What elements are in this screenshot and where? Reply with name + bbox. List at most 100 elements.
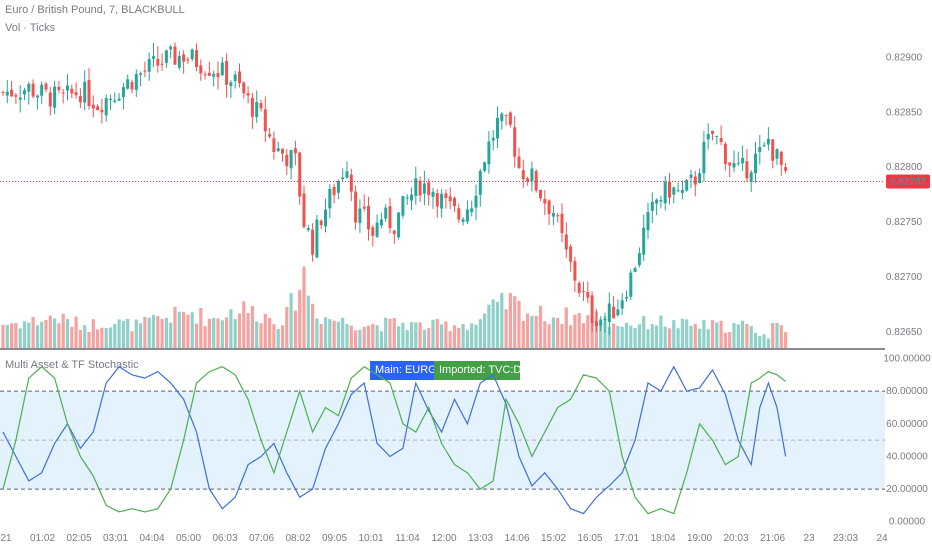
volume-bar — [57, 323, 61, 348]
candle-body — [427, 182, 431, 196]
volume-bar — [732, 322, 736, 348]
candle-body — [779, 151, 783, 165]
volume-bar — [151, 314, 156, 348]
time-tick-label: 08:02 — [285, 533, 310, 544]
volume-bar — [736, 324, 740, 348]
candle-body — [470, 208, 474, 213]
time-tick-label: 15:02 — [541, 533, 566, 544]
candle-body — [448, 196, 452, 202]
candle-body — [281, 148, 284, 154]
volume-bar — [581, 323, 586, 348]
volume-bar — [405, 330, 409, 348]
candle-body — [521, 170, 525, 180]
volume-bar — [48, 315, 52, 348]
candle-body — [298, 152, 302, 197]
candle-body — [18, 97, 22, 100]
candle-body — [659, 200, 663, 202]
candle-body — [556, 215, 560, 217]
candle-body — [66, 85, 69, 91]
candle-body — [676, 190, 680, 192]
candle-body — [332, 186, 336, 196]
volume-bar — [392, 318, 396, 348]
candle-body — [771, 139, 775, 161]
volume-bar — [246, 312, 250, 348]
volume-bar — [121, 320, 125, 348]
volume-bar — [775, 323, 779, 348]
time-tick-label: 01:02 — [30, 533, 55, 544]
candle-body — [784, 167, 788, 171]
time-tick-label: 11:04 — [395, 533, 420, 544]
time-tick-label: 02:05 — [66, 533, 91, 544]
volume-bar — [418, 322, 422, 348]
candle-body — [607, 303, 611, 322]
volume-bar — [470, 323, 474, 348]
candle-body — [246, 93, 250, 96]
volume-bar — [156, 316, 160, 348]
candle-body — [61, 92, 65, 94]
volume-bar — [332, 320, 336, 348]
stochastic-tick-label: 40.00000 — [886, 451, 928, 462]
candle-body — [440, 193, 444, 209]
volume-bar — [650, 324, 654, 348]
volume-bar — [100, 327, 104, 348]
stochastic-tick-label: 80.00000 — [886, 386, 928, 397]
volume-bar — [753, 333, 758, 348]
candle-body — [405, 197, 409, 199]
candle-body — [564, 234, 568, 250]
candle-body — [453, 197, 456, 206]
candle-body — [680, 190, 684, 193]
volume-bar — [91, 319, 95, 348]
volume-bar — [569, 325, 573, 348]
candle-body — [719, 137, 723, 142]
volume-bar — [444, 321, 448, 348]
volume-bar — [452, 325, 457, 348]
volume-bar — [186, 314, 190, 348]
candle-body — [754, 153, 757, 174]
candle-body — [375, 222, 379, 237]
volume-bar — [521, 320, 525, 348]
candle-body — [560, 213, 564, 234]
candle-body — [435, 193, 439, 207]
stochastic-tick-label: 60.00000 — [886, 419, 928, 430]
volume-bar — [237, 313, 242, 348]
price-tick-label: 0.82750 — [886, 217, 923, 228]
volume-bar — [362, 326, 366, 348]
series-line-tvc-dxy — [2, 365, 786, 515]
candle-body — [668, 181, 671, 198]
volume-bar — [440, 324, 444, 348]
candle-body — [177, 55, 181, 68]
candle-body — [508, 112, 512, 125]
candle-body — [749, 172, 753, 182]
volume-bar — [263, 313, 267, 348]
volume-bar — [500, 293, 504, 348]
volume-bar — [255, 321, 259, 348]
volume-bar — [190, 312, 194, 348]
volume-bar — [130, 331, 134, 348]
candle-body — [762, 144, 766, 146]
volume-bar — [203, 326, 207, 348]
candle-body — [250, 97, 254, 117]
volume-bar — [27, 322, 31, 348]
time-tick-label: 17:01 — [614, 533, 639, 544]
last-price-tag — [886, 174, 930, 189]
time-tick-label: 20:03 — [723, 533, 748, 544]
volume-bar — [358, 329, 362, 348]
candle-body — [160, 63, 164, 65]
candle-body — [547, 200, 551, 215]
candle-body — [582, 291, 585, 293]
volume-bar — [435, 318, 439, 348]
volume-bar — [504, 309, 508, 348]
candle-body — [5, 91, 9, 96]
candle-body — [577, 282, 581, 293]
candle-body — [121, 87, 125, 98]
candle-body — [766, 138, 770, 145]
candle-body — [195, 50, 198, 67]
time-tick-label: 19:00 — [687, 533, 712, 544]
candle-body — [530, 168, 534, 182]
volume-bar — [319, 324, 323, 348]
volume-bar — [328, 319, 332, 348]
candle-body — [698, 173, 702, 184]
candle-body — [10, 89, 14, 97]
candle-body — [431, 191, 435, 197]
